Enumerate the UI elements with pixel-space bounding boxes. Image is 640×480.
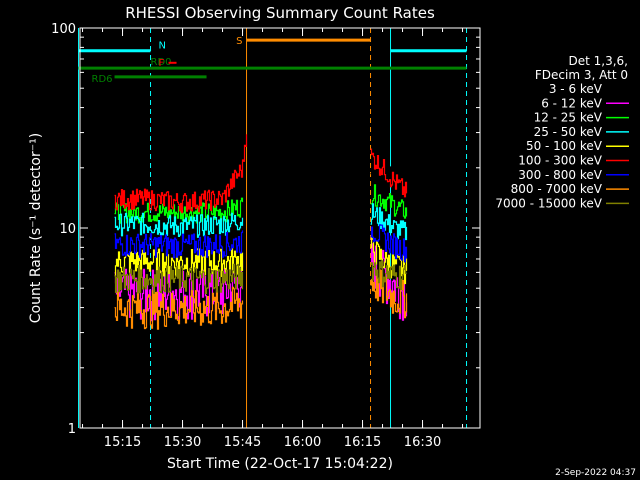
y-tick-label-0: 1 [68, 422, 76, 437]
legend-label-2: 12 - 25 keV [534, 111, 603, 125]
plot-area: N S RD0 RD6 F [78, 28, 468, 428]
y-tick-label-2: 100 [51, 22, 76, 37]
legend-label-7: 800 - 7000 keV [511, 182, 603, 196]
series-3-segment-0 [114, 212, 244, 238]
legend-label-1: 6 - 12 keV [541, 96, 603, 110]
flag-label-n: N [159, 41, 166, 52]
legend-header-2: FDecim 3, Att 0 [535, 68, 628, 82]
x-tick-label-1: 15:30 [164, 435, 201, 450]
legend-label-5: 100 - 300 keV [518, 154, 602, 168]
legend-label-0: 3 - 6 keV [549, 82, 603, 96]
x-tick-label-5: 16:30 [404, 435, 441, 450]
footer-date: 2-Sep-2022 04:37 [555, 468, 636, 478]
series-4-segment-1 [370, 235, 408, 285]
flag-label-rd0: RD0 [151, 57, 172, 68]
legend-label-8: 7000 - 15000 keV [495, 196, 602, 210]
flag-label-rd6: RD6 [92, 74, 113, 85]
chart-title: RHESSI Observing Summary Count Rates [125, 4, 435, 22]
x-tick-label-0: 15:15 [104, 435, 141, 450]
legend-header-1: Det 1,3,6, [569, 54, 629, 68]
flag-label-s: S [236, 36, 242, 47]
series-1-segment-0 [114, 260, 244, 322]
series-6-segment-0 [114, 230, 244, 259]
flag-label-f: F [159, 58, 165, 69]
series-5-segment-0 [114, 134, 248, 214]
series-8-segment-0 [114, 263, 244, 295]
series-8-segment-1 [370, 260, 408, 291]
x-tick-label-2: 15:45 [224, 435, 261, 450]
y-tick-label-1: 10 [59, 222, 76, 237]
legend-label-3: 25 - 50 keV [534, 125, 603, 139]
series-5-segment-1 [370, 148, 408, 198]
legend-label-6: 300 - 800 keV [518, 168, 602, 182]
y-axis-label: Count Rate (s⁻¹ detector⁻¹) [28, 133, 44, 323]
series-0-segment-1 [370, 162, 408, 192]
x-tick-label-3: 16:00 [284, 435, 321, 450]
series-6-segment-1 [370, 224, 408, 263]
series-3-segment-1 [370, 203, 408, 241]
x-axis-label: Start Time (22-Oct-17 15:04:22) [167, 456, 393, 472]
series-7-segment-0 [114, 286, 244, 330]
axes: 15:15 15:30 15:45 16:00 16:15 16:30 1 10 100 [51, 22, 480, 450]
legend-label-4: 50 - 100 keV [526, 139, 603, 153]
x-tick-label-4: 16:15 [344, 435, 381, 450]
series-2-segment-1 [370, 184, 408, 219]
